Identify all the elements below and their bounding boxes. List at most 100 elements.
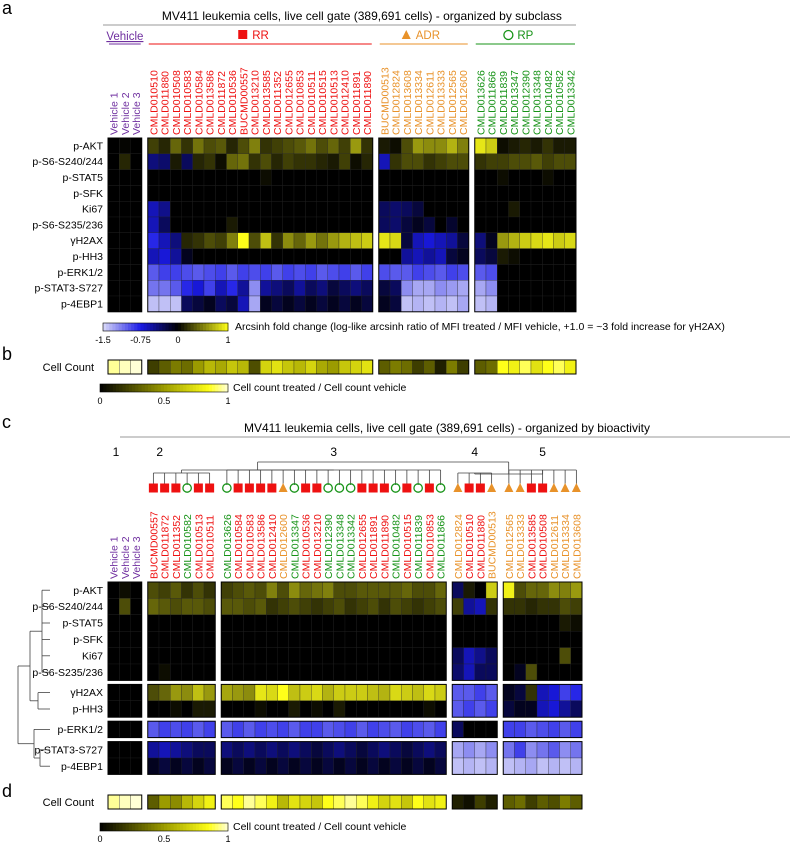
column-label: CMLD011880 [475,515,487,579]
heatmap-cell [282,137,295,154]
colorbar-segment [196,823,200,831]
heatmap-cell [232,663,244,681]
rr-square-icon [267,483,277,493]
column-label: CMLD011890 [379,515,391,579]
heatmap-cell [570,741,583,759]
heatmap-cell [508,248,520,265]
heatmap-cell [181,137,193,154]
colorbar-caption: Cell count treated / Cell count vehicle [233,821,407,833]
row-label: p-S6-S240/244 [32,601,103,613]
heatmap-cell [530,216,543,233]
column-label: Vehicle 2 [120,92,132,135]
heatmap-cell [248,169,261,186]
heatmap-cell [503,614,515,632]
column-label: CMLD012600 [458,70,470,135]
cell-count-cell [463,794,475,810]
heatmap-cell [192,264,205,281]
heatmap-cell [311,647,323,665]
heatmap-cell [401,581,413,599]
heatmap-cell [288,631,301,648]
heatmap-cell [536,700,549,718]
heatmap-cell [277,700,289,718]
colorbar-segment [205,823,210,831]
heatmap-cell [434,201,447,218]
group-frame [107,794,143,810]
heatmap-cell [266,700,278,718]
column-label: CMLD013342 [346,514,358,579]
heatmap-cell [542,264,554,281]
cell-count-cell [215,359,227,375]
heatmap-cell [350,169,362,186]
cell-count-cell [434,794,447,810]
heatmap-cell [485,185,498,202]
heatmap-cell [260,295,272,312]
rr-square-icon [312,483,322,493]
heatmap-cell [181,185,193,202]
colorbar-segment [144,823,149,831]
heatmap-cell [401,169,413,186]
column-label: CMLD010582 [182,514,194,579]
heatmap-cell [378,169,391,186]
heatmap-cell [457,201,469,218]
heatmap-cell [119,185,131,202]
heatmap-cell [356,631,368,648]
heatmap-cell [553,248,565,265]
heatmap-cell [299,741,312,759]
rr-square-icon [424,483,434,493]
heatmap-cell [412,741,424,759]
heatmap-cell [463,663,475,681]
heatmap-cell [170,684,182,701]
column-label: CMLD010853 [295,70,307,135]
cluster-number: 3 [330,445,337,459]
heatmap-cell [203,700,216,718]
heatmap-cell [378,264,391,281]
heatmap-cell [553,169,565,186]
rr-square-icon [238,30,248,39]
column-label: CMLD013348 [532,70,544,135]
heatmap-cell [158,248,171,265]
column-label: CMLD010515 [402,514,414,579]
heatmap-cell [378,647,391,665]
block-frame [107,683,143,718]
column-label: CMLD013333 [515,514,527,579]
heatmap-cell [311,663,323,681]
rr-square-icon [233,483,243,493]
heatmap-cell [530,185,543,202]
heatmap-cell [525,721,538,738]
heatmap-cell [367,684,379,701]
heatmap-cell [237,295,250,312]
cell-count-cell [192,359,205,375]
heatmap-cell [525,663,538,681]
heatmap-cell [378,757,391,775]
heatmap-cell [215,185,227,202]
heatmap-cell [158,216,171,233]
heatmap-cell [356,757,368,775]
heatmap-cell [192,232,205,249]
heatmap-cell [119,153,131,170]
heatmap-cell [299,581,312,599]
heatmap-cell [485,684,498,701]
heatmap-cell [170,295,182,312]
block-frame [147,741,216,775]
heatmap-cell [333,631,346,648]
heatmap-cell [559,631,571,648]
cell-count-cell [548,794,560,810]
heatmap-cell [474,295,487,312]
colorbar-segment [132,384,136,392]
heatmap-cell [192,280,205,297]
adr-triangle-icon [571,483,581,492]
heatmap-cell [434,232,447,249]
colorbar-segment [176,384,181,392]
column-label: CMLD011352 [171,515,183,579]
heatmap-cell [452,663,464,681]
heatmap-cell [170,153,182,170]
heatmap-cell [130,684,142,701]
heatmap-cell [243,757,256,775]
colorbar-segment [170,823,175,831]
heatmap-cell [215,137,227,154]
rr-square-icon [538,483,548,493]
column-label: CMLD012655 [283,70,295,135]
heatmap-cell [457,232,469,249]
heatmap-cell [530,201,543,218]
heatmap-cell [147,581,160,599]
